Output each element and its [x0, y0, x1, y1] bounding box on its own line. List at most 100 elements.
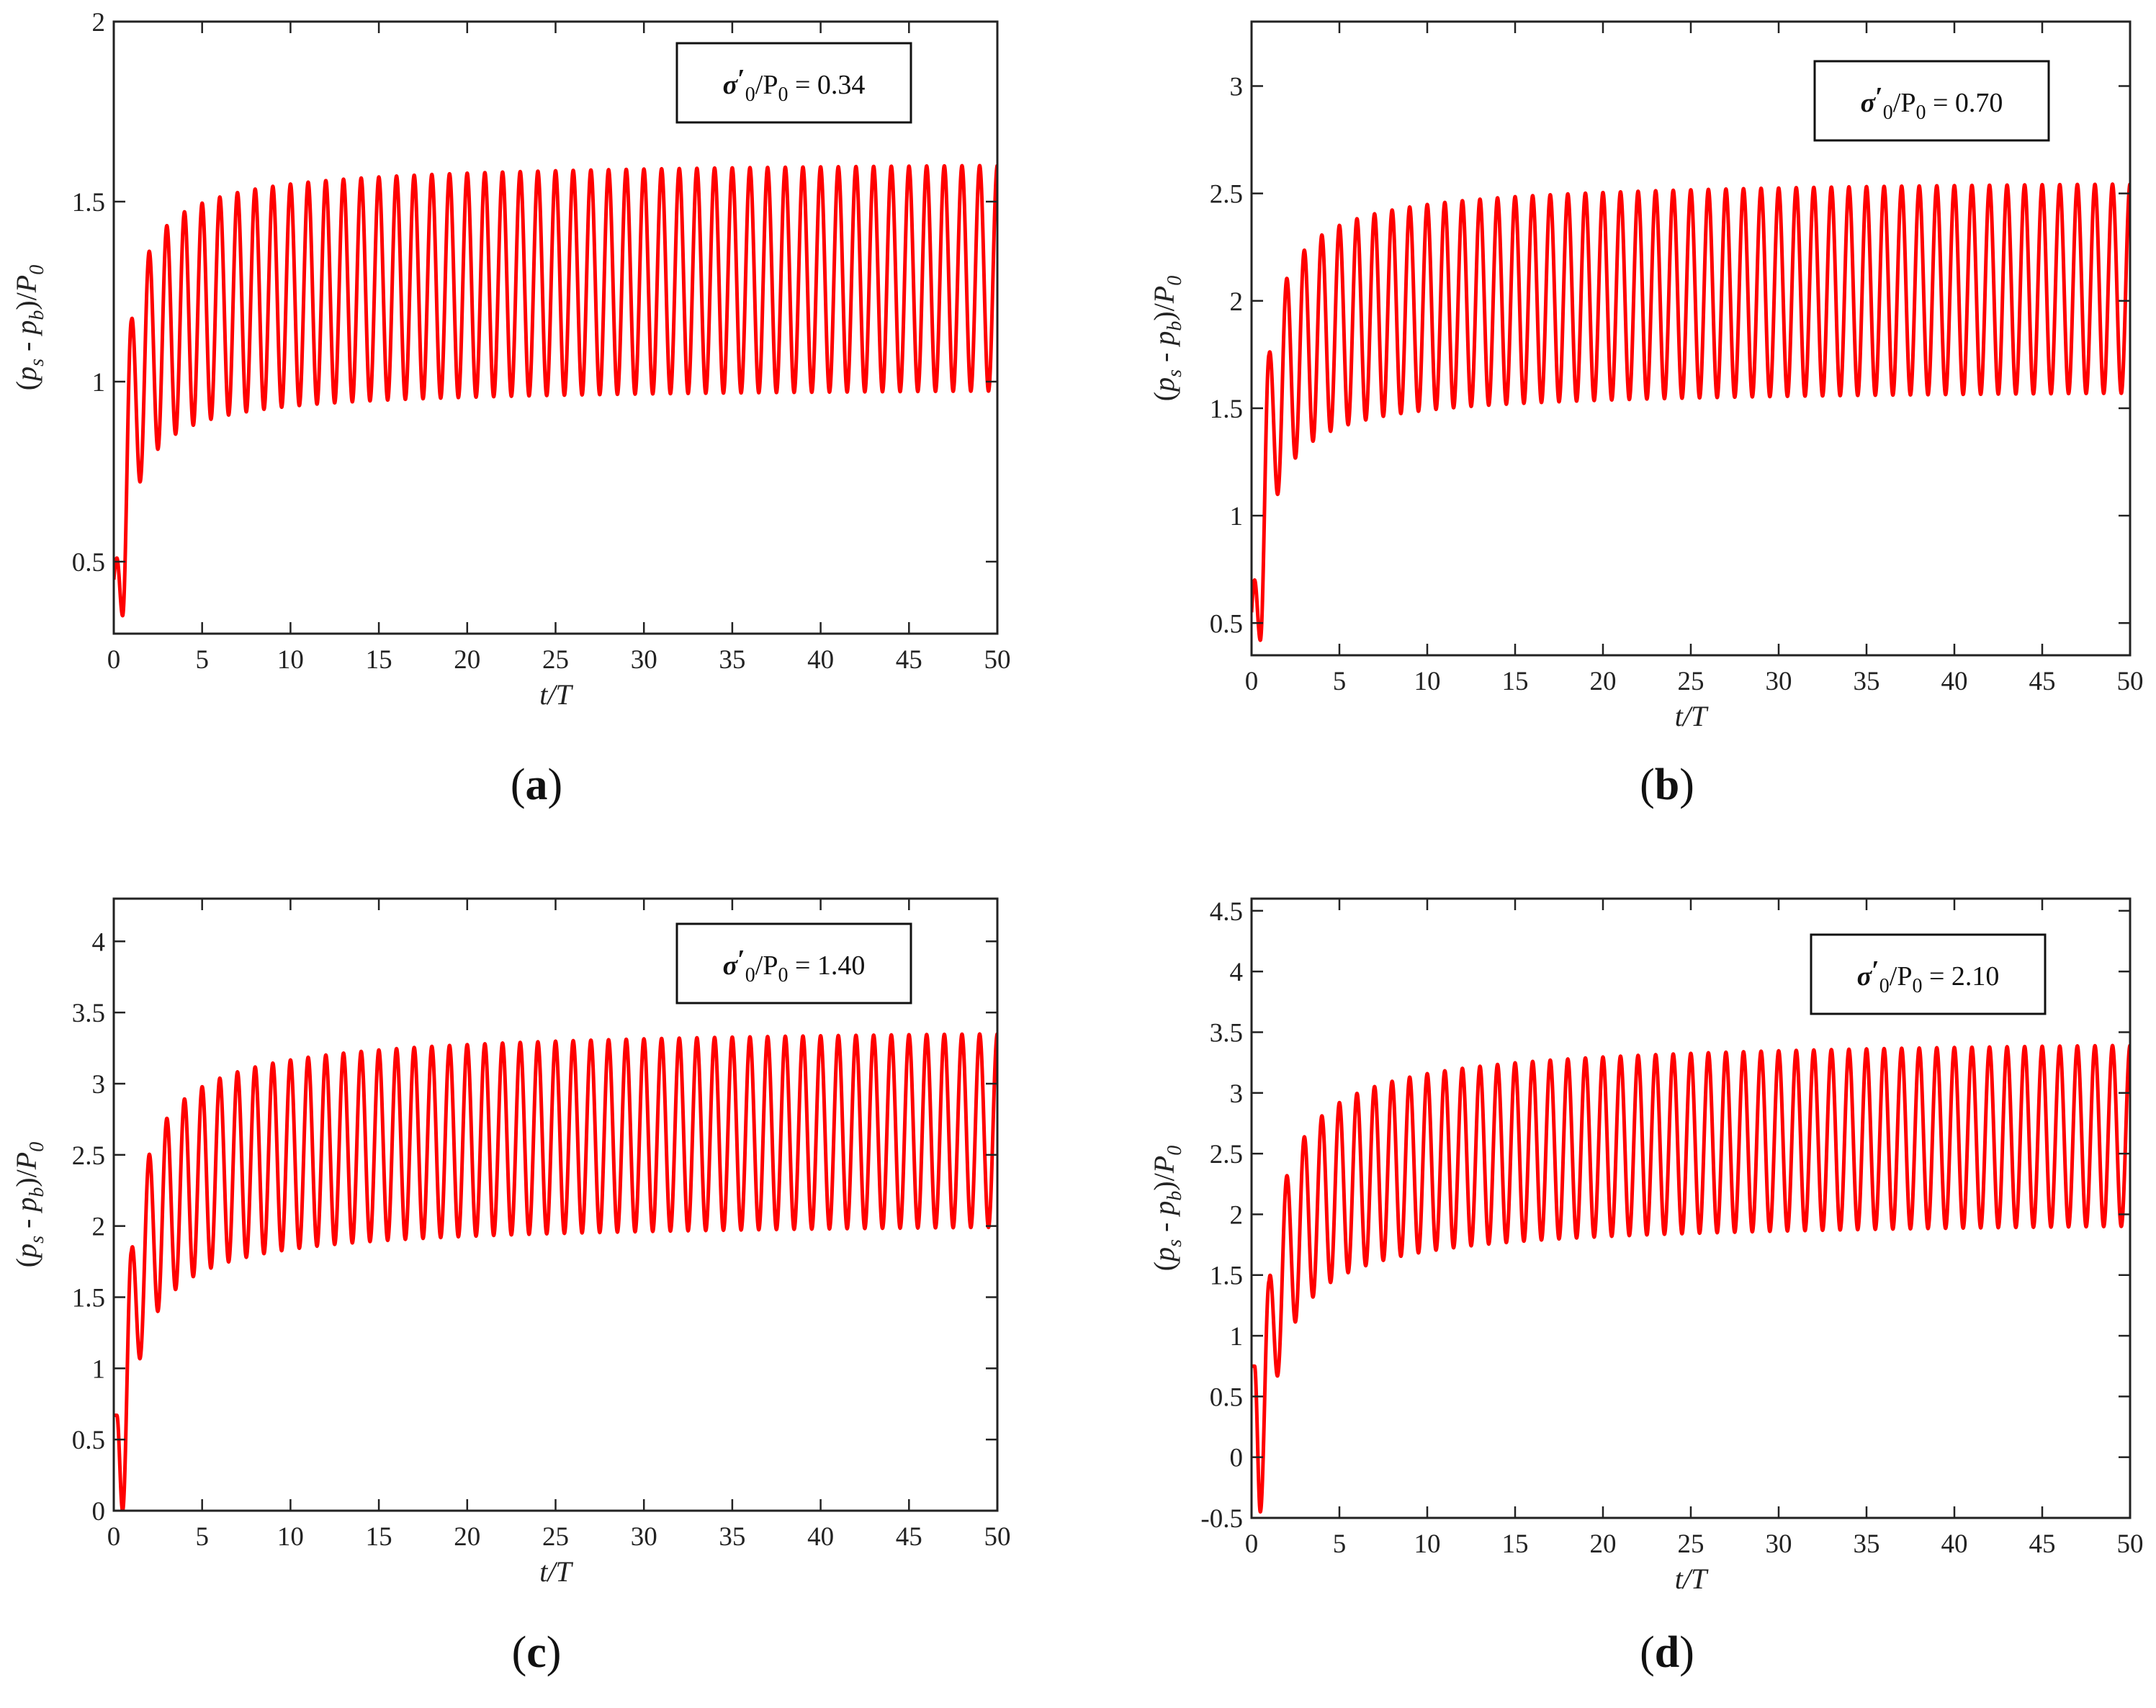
x-tick-label: 50 [984, 1522, 1011, 1552]
x-tick-label: 10 [1414, 1529, 1441, 1559]
x-tick-label: 5 [195, 645, 209, 675]
legend-label: σ′0/P0 = 2.10 [1857, 956, 2000, 997]
y-tick-label: 4 [92, 927, 106, 957]
x-tick-label: 15 [366, 645, 392, 675]
y-tick-label: 0 [92, 1497, 106, 1527]
chart-panel-c: 0 5 10 15 20 25 30 35 40 45 50 0 0.5 1 1.5 2 2.5 3 3.5 4 t/T… [10, 897, 1011, 1677]
y-tick-label: 3 [1230, 1079, 1244, 1109]
y-tick-label: 2 [92, 8, 106, 37]
x-tick-label: 15 [366, 1522, 392, 1552]
x-tick-label: 45 [896, 1522, 922, 1552]
data-line-series [1252, 182, 2130, 642]
data-line-series [1252, 1043, 2130, 1514]
y-tick-label: 1.5 [72, 1283, 105, 1313]
x-tick-label: 35 [1854, 1529, 1880, 1559]
y-tick-label: 0.5 [72, 548, 105, 577]
legend-label: σ′0/P0 = 0.70 [1861, 82, 2003, 124]
x-axis-title: t/T [1675, 700, 1709, 732]
x-tick-label: 25 [542, 1522, 569, 1552]
x-tick-label: 5 [1333, 1529, 1347, 1559]
x-tick-label: 50 [984, 645, 1011, 675]
chart-panel-d: 0 5 10 15 20 25 30 35 40 45 50-0.500.511.522.533.5… [1148, 897, 2144, 1677]
y-tick-label: 3 [1230, 72, 1244, 102]
x-tick-label: 25 [1678, 667, 1704, 696]
x-tick-label: 30 [631, 1522, 657, 1552]
x-tick-label: 0 [107, 1522, 121, 1552]
x-tick-label: 20 [1590, 1529, 1617, 1559]
x-tick-label: 20 [1590, 667, 1617, 696]
y-tick-label: 0.5 [1210, 609, 1243, 639]
y-tick-label: 3.5 [72, 999, 105, 1028]
x-tick-label: 50 [2117, 1529, 2144, 1559]
y-tick-label: 1.5 [1210, 395, 1243, 424]
x-axis-title: t/T [1675, 1563, 1709, 1595]
y-tick-label: 2.5 [1210, 1140, 1243, 1169]
y-axis-title: (ps - pb)/P0 [1148, 276, 1186, 401]
x-tick-label: 5 [1333, 667, 1347, 696]
x-tick-label: 10 [1414, 667, 1441, 696]
x-tick-label: 40 [807, 1522, 834, 1552]
x-tick-label: 0 [1245, 1529, 1259, 1559]
chart-panel-b: 0 5 10 15 20 25 30 35 40 45 50 0.5 1 1.5 2 2.5 3 t/T (ps -… [1148, 20, 2144, 809]
y-tick-label: 2 [92, 1213, 106, 1242]
y-tick-label: -0.5 [1200, 1504, 1243, 1534]
y-tick-label: 3.5 [1210, 1018, 1243, 1048]
y-tick-label: 0.5 [72, 1426, 105, 1455]
x-tick-label: 15 [1502, 1529, 1529, 1559]
x-tick-label: 0 [1245, 667, 1259, 696]
x-tick-label: 20 [454, 1522, 480, 1552]
x-tick-label: 10 [277, 645, 304, 675]
y-tick-label: 0.5 [1210, 1383, 1243, 1412]
x-tick-label: 30 [1766, 1529, 1792, 1559]
x-tick-label: 40 [1941, 667, 1968, 696]
panel-label-a: (a) [511, 760, 562, 809]
panel-label-c: (c) [512, 1628, 562, 1677]
legend-box [1813, 60, 2050, 142]
y-tick-label: 1 [92, 1354, 106, 1384]
legend-label: σ′0/P0 = 1.40 [723, 945, 866, 986]
x-tick-label: 35 [719, 1522, 745, 1552]
x-tick-label: 50 [2117, 667, 2144, 696]
y-axis-title: (ps - pb)/P0 [10, 1142, 48, 1267]
x-tick-label: 15 [1502, 667, 1529, 696]
x-axis-title: t/T [539, 678, 573, 711]
data-line-series [114, 163, 997, 618]
y-tick-label: 2.5 [1210, 180, 1243, 210]
x-tick-label: 0 [107, 645, 121, 675]
panel-label-b: (b) [1640, 760, 1694, 809]
x-tick-label: 40 [1941, 1529, 1968, 1559]
x-tick-label: 5 [195, 1522, 209, 1552]
y-tick-label: 3 [92, 1070, 106, 1100]
x-tick-label: 25 [542, 645, 569, 675]
y-axis-title: (ps - pb)/P0 [10, 265, 48, 390]
y-tick-label: 4 [1230, 958, 1244, 987]
panel-label-d: (d) [1640, 1628, 1694, 1677]
x-tick-label: 30 [631, 645, 657, 675]
x-tick-label: 35 [719, 645, 745, 675]
legend-box [1810, 933, 2047, 1015]
legend-label: σ′0/P0 = 0.34 [723, 64, 866, 106]
x-tick-label: 25 [1678, 1529, 1704, 1559]
y-tick-label: 1.5 [1210, 1262, 1243, 1291]
x-tick-label: 45 [2029, 667, 2056, 696]
x-tick-label: 40 [807, 645, 834, 675]
y-tick-label: 2.5 [72, 1141, 105, 1171]
y-tick-label: 2 [1230, 1200, 1244, 1230]
data-line-series [114, 1032, 997, 1511]
y-tick-label: 1.5 [72, 188, 105, 217]
y-tick-label: 0 [1230, 1444, 1244, 1473]
x-tick-label: 20 [454, 645, 480, 675]
x-tick-label: 30 [1766, 667, 1792, 696]
y-tick-label: 1 [1230, 1322, 1244, 1352]
chart-panel-a: 0 5 10 15 20 25 30 35 40 45 50 0.5 1 1.5 2 t/T (ps - pb)… [10, 8, 1011, 809]
y-tick-label: 4.5 [1210, 897, 1243, 927]
legend-box [675, 922, 912, 1004]
y-tick-label: 1 [92, 368, 106, 397]
x-tick-label: 35 [1854, 667, 1880, 696]
x-axis-title: t/T [539, 1555, 573, 1588]
legend-box [675, 42, 912, 124]
x-tick-label: 45 [2029, 1529, 2056, 1559]
y-tick-label: 1 [1230, 502, 1244, 531]
y-axis-title: (ps - pb)/P0 [1148, 1146, 1186, 1271]
